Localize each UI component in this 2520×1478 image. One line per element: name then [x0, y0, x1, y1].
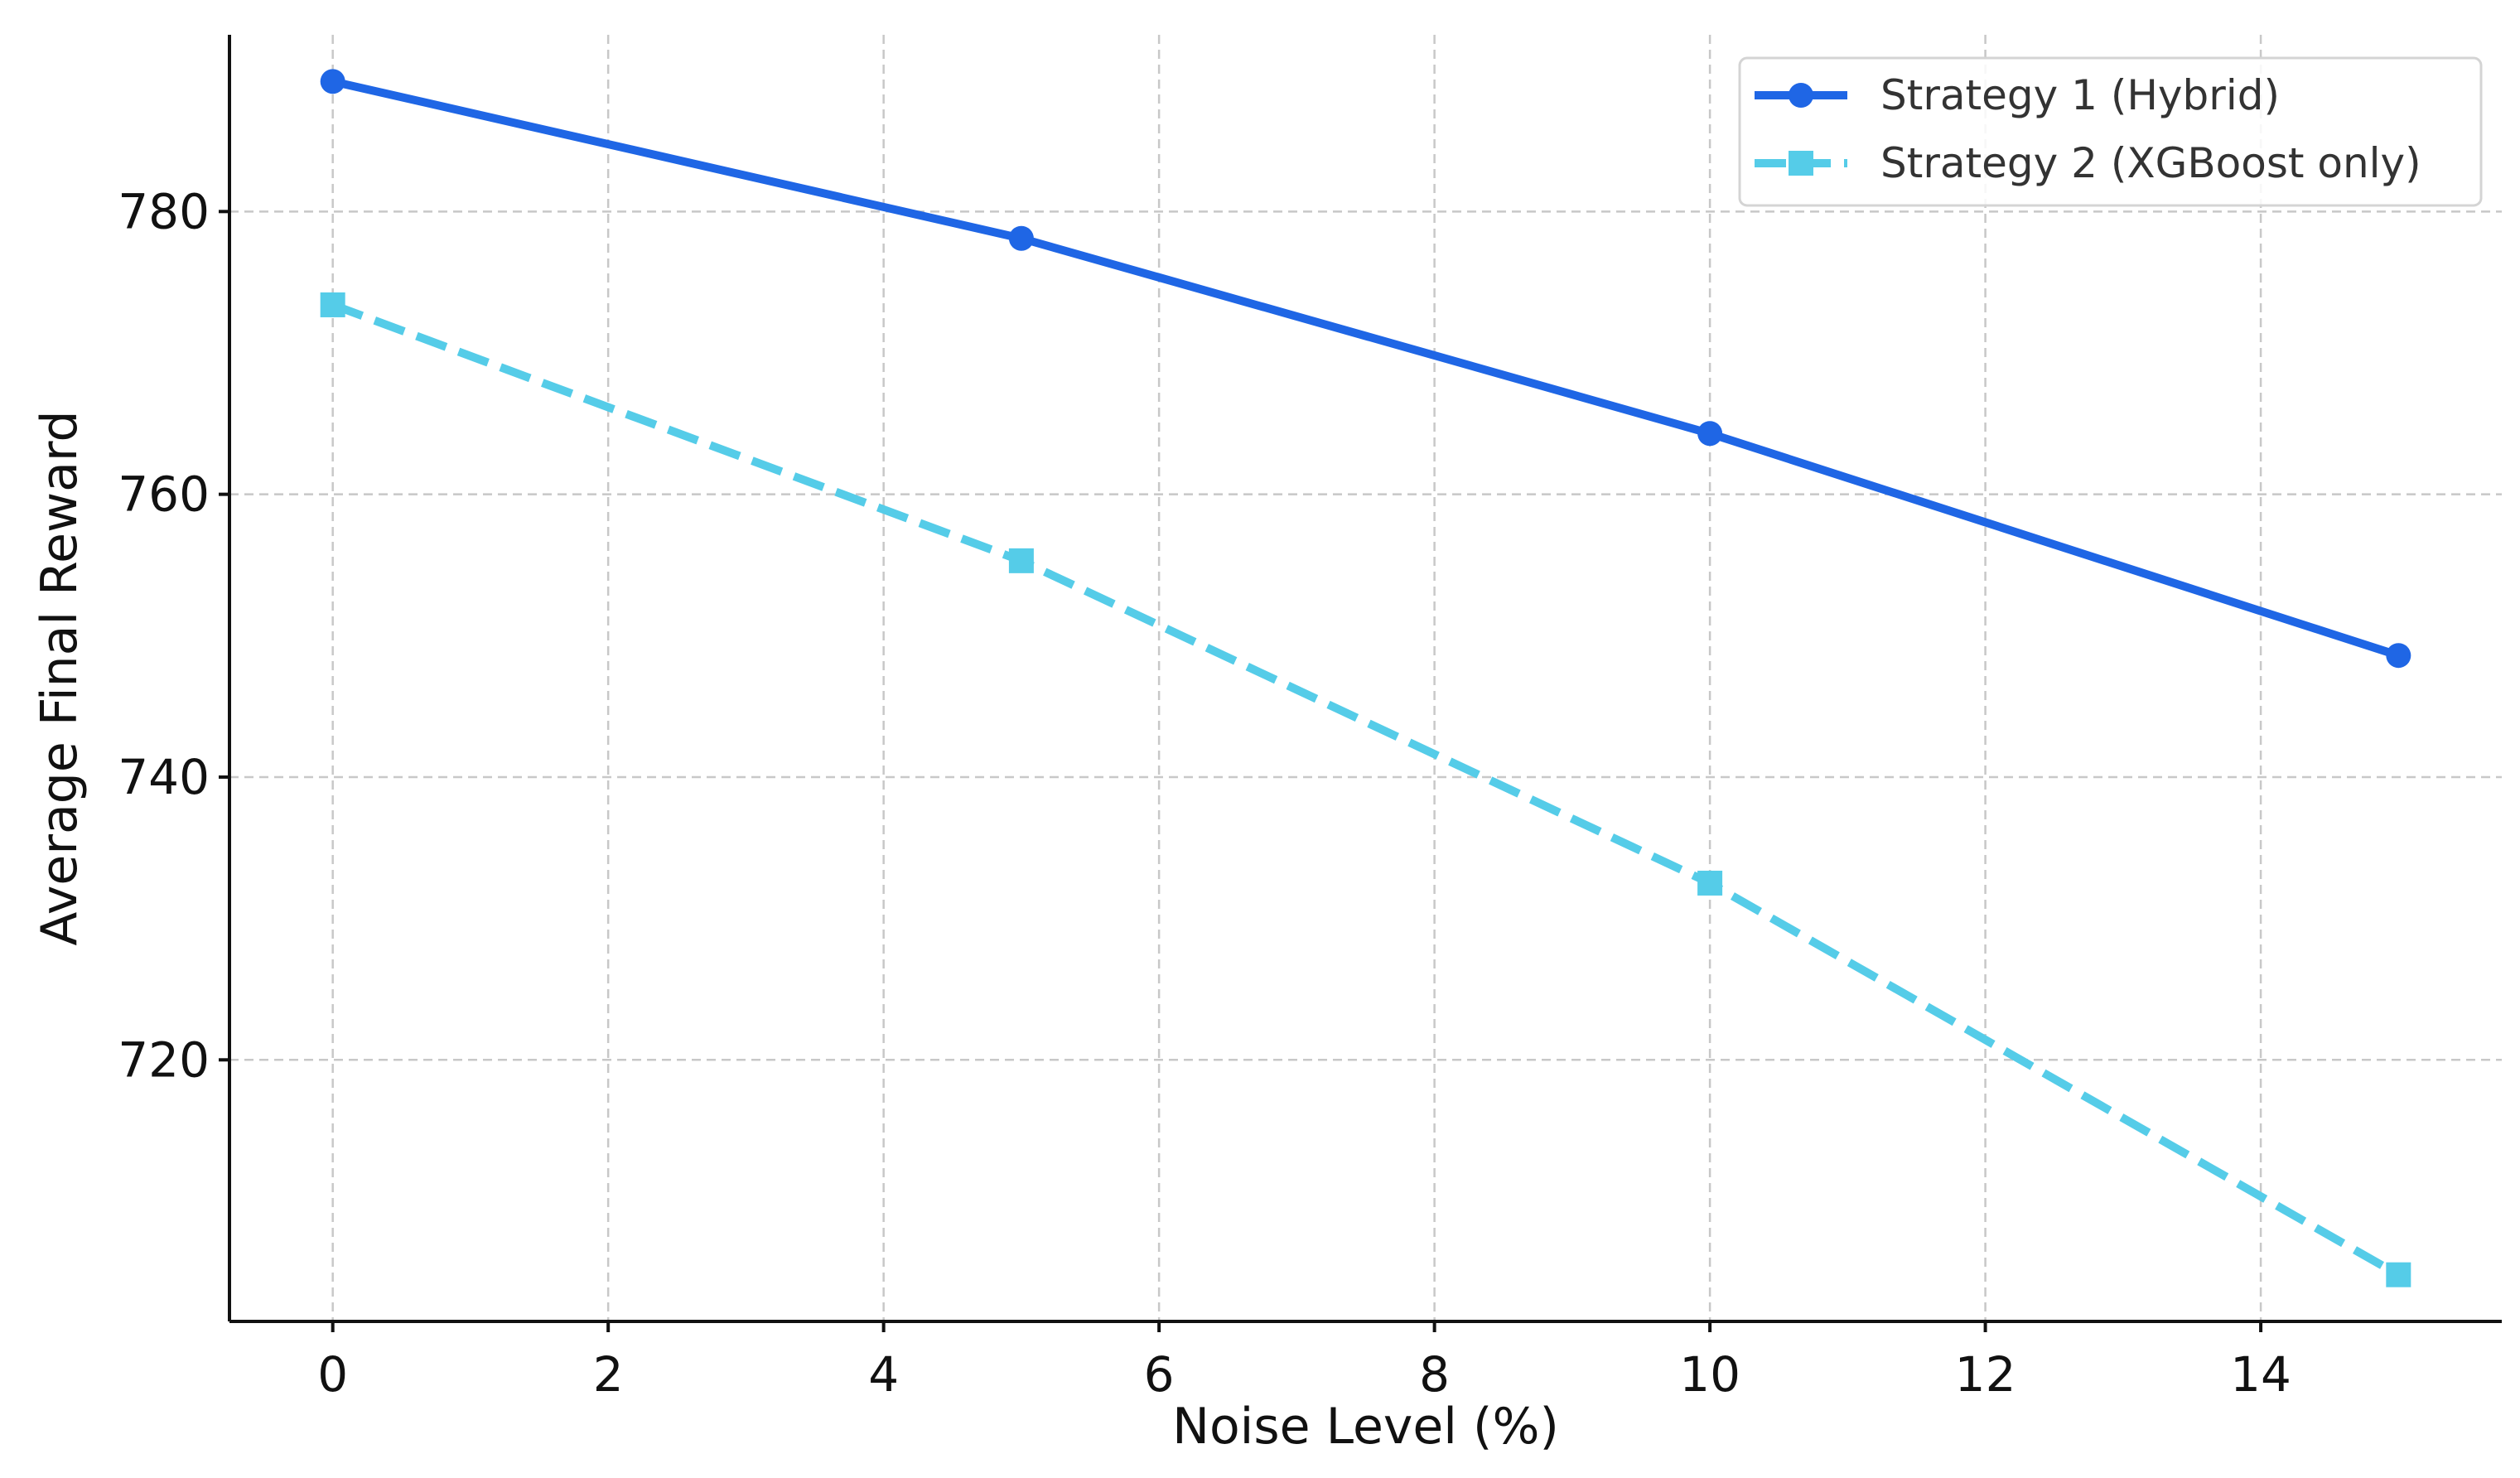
series-2-point-2: [1697, 870, 1723, 896]
x-tick-label-4: 4: [868, 1346, 899, 1403]
grid-lines: [229, 35, 2502, 1321]
y-tick-label-760: 760: [118, 466, 210, 523]
series-group: [320, 69, 2411, 1287]
axes: 0 2 4 6 8 10 12 14 720 740 760 780: [118, 35, 2502, 1403]
x-axis-title: Noise Level (%): [1172, 1398, 1559, 1456]
series-2-line: [331, 301, 2401, 1279]
x-tick-label-0: 0: [317, 1346, 348, 1403]
legend-label-1: Strategy 1 (Hybrid): [1880, 71, 2280, 119]
series-1-point-3: [2386, 643, 2411, 669]
legend: Strategy 1 (Hybrid) Strategy 2 (XGBoost o…: [1738, 56, 2483, 207]
legend-frame: [1738, 56, 2483, 207]
series-2-point-3: [2386, 1262, 2411, 1287]
x-tick-label-8: 8: [1419, 1346, 1450, 1403]
x-tick-label-6: 6: [1144, 1346, 1175, 1403]
y-axis-title: Average Final Reward: [31, 410, 89, 945]
y-tick-label-780: 780: [118, 183, 210, 239]
x-tick-label-12: 12: [1955, 1346, 2016, 1403]
y-tick-label-720: 720: [118, 1031, 210, 1088]
series-1-line: [328, 77, 2403, 660]
legend-marker-1: [1789, 83, 1813, 108]
series-1-point-1: [1008, 225, 1034, 251]
series-1-point-2: [1697, 421, 1723, 447]
series-2-point-1: [1008, 548, 1034, 573]
series-1: [320, 69, 2411, 669]
series-2-point-0: [320, 292, 345, 317]
series-1-point-0: [320, 69, 345, 94]
y-tick-label-740: 740: [118, 749, 210, 805]
x-tick-label-10: 10: [1679, 1346, 1740, 1403]
legend-item-1: Strategy 1 (Hybrid): [1755, 71, 2280, 119]
legend-item-2: Strategy 2 (XGBoost only): [1755, 139, 2421, 187]
legend-label-2: Strategy 2 (XGBoost only): [1880, 139, 2421, 187]
series-2: [320, 292, 2411, 1287]
legend-marker-2: [1789, 151, 1813, 176]
x-tick-label-2: 2: [593, 1346, 624, 1403]
x-tick-label-14: 14: [2230, 1346, 2291, 1403]
